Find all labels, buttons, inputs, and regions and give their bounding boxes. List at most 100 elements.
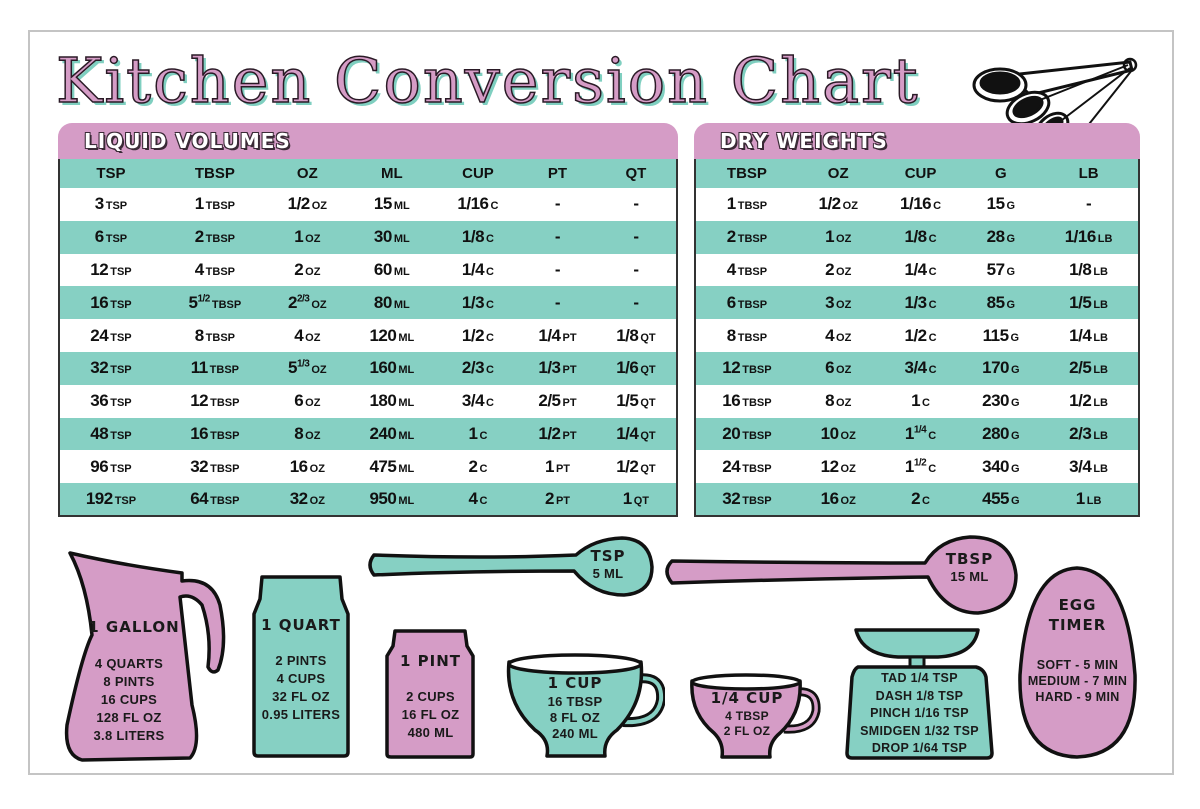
cell-unit: C bbox=[486, 265, 494, 278]
cup-title: 1 CUP bbox=[547, 674, 603, 692]
table-row: 32 TSP 11 TBSP 51/3OZ 160 ML 2/3 C 1/3 PT 1/6 QT bbox=[59, 351, 677, 385]
table-row: 20 TBSP 10 OZ 11/4C 280 G 2/3 LB bbox=[695, 417, 1139, 451]
tbsp-line: 15 ML bbox=[950, 569, 989, 584]
cell-value: 3/4 bbox=[1069, 456, 1092, 476]
cell-value: 12 bbox=[820, 456, 839, 476]
table-row: 6 TBSP 3 OZ 1/3 C 85 G 1/5 LB bbox=[695, 286, 1139, 320]
table-cell: 2/5 PT bbox=[519, 385, 596, 418]
cell-value: 2 bbox=[911, 489, 921, 509]
cell-unit: TBSP bbox=[205, 200, 235, 213]
cell-value: 85 bbox=[986, 292, 1005, 312]
dry-weights-header: DRY WEIGHTS bbox=[694, 123, 1140, 159]
cell-value: 16 bbox=[722, 391, 741, 411]
table-cell: - bbox=[595, 286, 677, 320]
table-cell: 1/2 PT bbox=[519, 417, 596, 451]
egg-line: SOFT - 5 MIN bbox=[1036, 658, 1119, 672]
cell-unit: OZ bbox=[311, 200, 328, 213]
table-cell: 32 TBSP bbox=[162, 450, 268, 483]
cell-unit: TBSP bbox=[205, 265, 235, 278]
cell-unit: TSP bbox=[110, 462, 132, 475]
cell-value: 36 bbox=[90, 391, 109, 411]
cell-value: 15 bbox=[986, 194, 1005, 214]
cell-value: 1/5 bbox=[616, 391, 639, 411]
cell-value: 1/8 bbox=[461, 227, 485, 247]
cell-fraction: 1/2 bbox=[913, 457, 927, 469]
cell-value: 12 bbox=[722, 358, 741, 378]
cell-value: 1 bbox=[825, 227, 835, 247]
table-cell: 192 TSP bbox=[59, 483, 162, 516]
cell-value: 1 bbox=[911, 391, 921, 411]
cell-unit: TBSP bbox=[742, 397, 772, 410]
cell-unit: G bbox=[1006, 200, 1016, 213]
cell-unit: TBSP bbox=[737, 331, 768, 344]
table-cell: 230 G bbox=[963, 385, 1040, 418]
table-cell: 1/8 LB bbox=[1039, 254, 1139, 287]
table-cell: 11/4C bbox=[878, 417, 963, 451]
cell-unit: TBSP bbox=[211, 298, 242, 311]
cell-value: 230 bbox=[982, 391, 1009, 411]
cell-unit: QT bbox=[640, 429, 656, 442]
table-cell: 15 ML bbox=[347, 188, 437, 221]
table-cell: 60 ML bbox=[347, 254, 437, 287]
table-row: 2 TBSP 1 OZ 1/8 C 28 G 1/16 LB bbox=[695, 220, 1139, 254]
cell-value: 15 bbox=[373, 194, 392, 214]
cell-unit: C bbox=[928, 462, 937, 475]
table-cell: 2/3 C bbox=[436, 351, 520, 385]
cell-value: 2/5 bbox=[1069, 358, 1092, 378]
table-cell: 22/3OZ bbox=[267, 286, 347, 320]
table-cell: 1/4 QT bbox=[595, 417, 677, 451]
dry-weights-title: DRY WEIGHTS bbox=[720, 129, 888, 153]
table-cell: 24 TSP bbox=[59, 319, 162, 352]
table-cell: 1/3 C bbox=[878, 286, 963, 320]
cell-value: - bbox=[633, 259, 639, 279]
table-row: 24 TSP 8 TBSP 4 OZ 120 ML 1/2 C 1/4 PT 1/8 QT bbox=[59, 319, 677, 352]
quarter-cup-title: 1/4 CUP bbox=[710, 689, 784, 707]
cell-unit: OZ bbox=[309, 495, 325, 508]
table-cell: 1/6 QT bbox=[595, 351, 677, 385]
liquid-col-ml: ML bbox=[346, 159, 437, 188]
cell-value: 1/4 bbox=[904, 259, 928, 279]
cell-value: 160 bbox=[369, 358, 397, 378]
cell-unit: ML bbox=[393, 298, 410, 311]
cell-value: 1/16 bbox=[457, 194, 489, 214]
cell-value: 5 bbox=[288, 358, 297, 378]
cell-unit: G bbox=[1006, 233, 1016, 246]
teaspoon-icon bbox=[368, 536, 654, 597]
table-cell: 1/2 LB bbox=[1039, 385, 1139, 418]
table-cell: 2 TBSP bbox=[695, 220, 798, 254]
teaspoon: TSP 5 ML bbox=[364, 533, 654, 601]
quarter-cup-line: 4 TBSP bbox=[725, 709, 769, 723]
table-cell: 1/4 LB bbox=[1039, 319, 1139, 352]
kitchen-scale: TAD 1/4 TSP DASH 1/8 TSP PINCH 1/16 TSP … bbox=[842, 627, 997, 762]
cell-unit: C bbox=[490, 200, 499, 213]
pint-carton: 1 PINT 2 CUPS 16 FL OZ 480 ML bbox=[383, 628, 478, 760]
cell-unit: LB bbox=[1097, 233, 1113, 246]
cell-unit: TBSP bbox=[742, 364, 772, 377]
cell-unit: LB bbox=[1093, 429, 1108, 442]
cell-value: 6 bbox=[294, 391, 304, 411]
pint-line: 16 FL OZ bbox=[401, 707, 460, 722]
liquid-col-cup: CUP bbox=[436, 159, 520, 188]
liquid-col-tsp: TSP bbox=[59, 159, 162, 188]
cell-value: 6 bbox=[94, 227, 104, 247]
cell-unit: TSP bbox=[110, 429, 132, 442]
cell-value: 180 bbox=[369, 391, 397, 411]
cell-value: 1/16 bbox=[1064, 227, 1097, 247]
cell-value: 2 bbox=[468, 456, 478, 476]
cell-value: 1/8 bbox=[904, 227, 928, 247]
cell-value: 10 bbox=[820, 423, 839, 443]
dry-col-g: G bbox=[962, 159, 1040, 188]
cell-value: 2 bbox=[194, 227, 204, 247]
cell-unit: OZ bbox=[836, 265, 852, 278]
cell-value: 1/2 bbox=[287, 194, 311, 214]
cell-unit: C bbox=[486, 364, 494, 377]
table-row: 1 TBSP 1/2 OZ 1/16 C 15 G - bbox=[695, 188, 1139, 221]
cell-unit: C bbox=[486, 233, 494, 246]
table-cell: - bbox=[596, 188, 677, 221]
dry-weights-table: TBSP OZ CUP G LB 1 TBSP 1/2 OZ 1/16 C 15 G -2 TBSP 1 OZ… bbox=[694, 159, 1140, 517]
cell-unit: TBSP bbox=[210, 462, 240, 475]
cell-value: 115 bbox=[982, 325, 1009, 345]
cell-unit: ML bbox=[398, 331, 415, 344]
cell-value: 24 bbox=[90, 325, 109, 345]
